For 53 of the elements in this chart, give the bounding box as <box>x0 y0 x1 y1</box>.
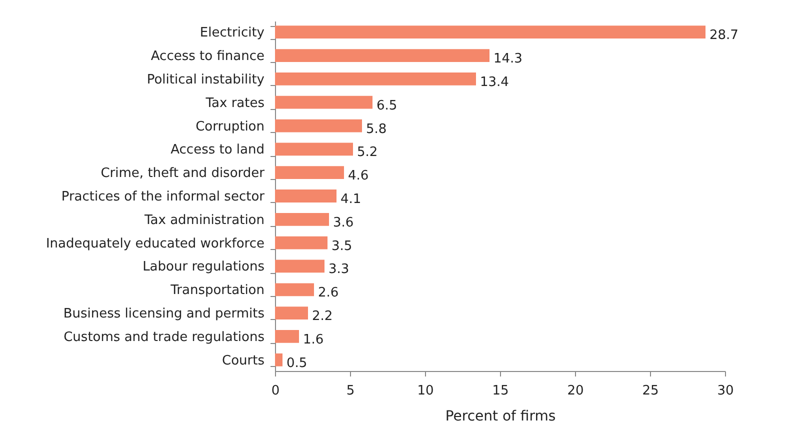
y-tick-label: Inadequately educated workforce <box>46 236 264 252</box>
data-label: 2.6 <box>318 286 339 301</box>
y-tick-label: Access to finance <box>150 49 264 64</box>
data-label: 28.7 <box>710 28 738 44</box>
data-label: 6.5 <box>376 98 398 114</box>
bar <box>275 142 353 156</box>
x-axis-title: Percent of firms <box>445 408 556 424</box>
x-tick-label: 5 <box>346 384 355 398</box>
x-tick-label: 20 <box>567 384 584 398</box>
data-label: 3.5 <box>332 238 352 254</box>
x-tick-label: 25 <box>642 384 659 398</box>
bar <box>275 212 329 226</box>
bar <box>275 190 336 202</box>
data-label: 2.2 <box>312 309 333 324</box>
y-tick-label: Tax administration <box>143 212 264 228</box>
y-tick-label: Access to land <box>170 142 264 158</box>
y-tick-label: Business licensing and permits <box>63 306 265 322</box>
data-label: 5.8 <box>366 122 387 137</box>
data-label: 14.3 <box>494 52 522 67</box>
bar <box>275 260 324 273</box>
x-tick-label: 10 <box>417 384 434 398</box>
y-tick-label: Corruption <box>196 119 264 134</box>
bar <box>275 236 328 250</box>
x-tick-label: 0 <box>271 384 280 398</box>
y-tick-label: Labour regulations <box>142 260 265 275</box>
bar <box>275 72 476 86</box>
data-label: 3.6 <box>333 215 354 230</box>
y-tick-label: Electricity <box>200 26 265 41</box>
data-label: 4.1 <box>340 192 362 207</box>
y-tick-label: Practices of the informal sector <box>61 190 266 204</box>
y-tick-label: Crime, theft and disorder <box>100 166 266 182</box>
data-label: 0.5 <box>286 356 308 371</box>
y-tick-label: Customs and trade regulations <box>64 330 265 345</box>
y-tick-label: Tax rates <box>204 96 265 111</box>
y-tick-label: Courts <box>222 353 265 368</box>
bar <box>275 119 362 132</box>
data-label: 13.4 <box>480 74 509 90</box>
bar <box>275 49 490 62</box>
bar <box>275 96 372 109</box>
data-label: 1.6 <box>303 332 324 348</box>
bar <box>275 166 344 180</box>
bar <box>275 26 706 39</box>
data-label: 5.2 <box>357 145 378 160</box>
x-tick-label: 30 <box>717 384 734 398</box>
bar <box>275 353 282 366</box>
y-tick-label: Transportation <box>170 283 264 298</box>
y-tick-label: Political instability <box>146 72 265 88</box>
bar <box>275 330 299 343</box>
x-tick-label: 15 <box>492 384 509 398</box>
data-label: 3.3 <box>328 262 350 278</box>
bar <box>275 283 314 296</box>
bar <box>275 306 308 320</box>
data-label: 4.6 <box>348 168 369 184</box>
